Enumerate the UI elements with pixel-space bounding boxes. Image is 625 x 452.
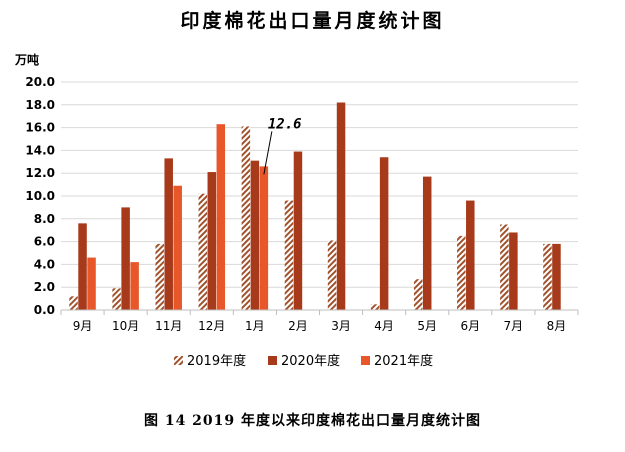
bar-2020年度-7月 xyxy=(509,232,518,310)
y-tick-label: 16.0 xyxy=(25,121,55,135)
x-tick-label: 7月 xyxy=(504,319,524,333)
bar-2021年度-12月 xyxy=(216,124,226,311)
x-tick-label: 12月 xyxy=(198,319,225,333)
bar-2019年度-10月 xyxy=(112,288,121,310)
y-axis-unit-label: 万吨 xyxy=(15,53,40,67)
legend-label: 2020年度 xyxy=(281,353,340,369)
x-tick-label: 5月 xyxy=(417,319,437,333)
legend-swatch-2021年度 xyxy=(361,356,370,365)
bar-2020年度-10月 xyxy=(121,207,130,310)
bar-2019年度-12月 xyxy=(198,193,208,310)
bar-2020年度-9月 xyxy=(78,223,87,310)
bar-2019年度-4月 xyxy=(370,304,380,310)
bar-2020年度-6月 xyxy=(466,200,475,310)
y-axis-ticks: 0.0 2.0 4.0 6.0 8.0 10.0 12.0 14.0 16.0 18.0 20.0 xyxy=(25,75,55,317)
legend-label: 2019年度 xyxy=(187,353,246,369)
y-tick-label: 8.0 xyxy=(34,212,55,226)
bar-2020年度-12月 xyxy=(207,172,217,310)
bar-2020年度-4月 xyxy=(379,157,389,310)
bar-2021年度-11月 xyxy=(173,185,182,310)
x-tick-label: 1月 xyxy=(245,319,265,333)
grid-lines xyxy=(61,81,578,288)
y-tick-label: 0.0 xyxy=(34,303,55,317)
bar-2019年度-5月 xyxy=(413,279,423,310)
bar-2019年度-8月 xyxy=(543,243,552,310)
annotation-label: 12.6 xyxy=(268,116,302,132)
x-tick-label: 10月 xyxy=(112,319,139,333)
bar-2019年度-9月 xyxy=(69,296,78,310)
figure-caption: 图 14 2019 年度以来印度棉花出口量月度统计图 xyxy=(143,413,482,429)
bar-2019年度-1月 xyxy=(241,126,251,311)
bar-2020年度-5月 xyxy=(422,176,432,310)
legend-swatch-2019年度 xyxy=(174,356,183,365)
y-tick-label: 14.0 xyxy=(25,143,55,157)
x-tick-label: 8月 xyxy=(547,319,567,333)
bars xyxy=(69,102,561,311)
x-tick-label: 9月 xyxy=(73,319,93,333)
x-tick-label: 2月 xyxy=(288,319,308,333)
x-axis xyxy=(60,309,579,315)
legend: 2019年度 2020年度 2021年度 xyxy=(174,353,433,369)
annotations: 12.6 xyxy=(263,116,302,175)
chart-title: 印度棉花出口量月度统计图 xyxy=(180,10,445,32)
annotation-leader-line xyxy=(263,131,273,175)
bar-2021年度-9月 xyxy=(87,257,96,310)
x-tick-label: 11月 xyxy=(155,319,182,333)
legend-swatch-2020年度 xyxy=(268,356,277,365)
bar-2019年度-7月 xyxy=(500,224,509,310)
bar-2020年度-3月 xyxy=(336,102,346,311)
x-axis-ticks: 9月 10月 11月 12月 1月 2月 3月 4月 5月 6月 7月 8月 xyxy=(73,319,567,333)
y-tick-label: 10.0 xyxy=(25,189,55,203)
x-tick-label: 3月 xyxy=(331,319,351,333)
bar-chart: 0.02.04.06.08.010.012.014.016.018.020.0 … xyxy=(25,75,579,369)
legend-label: 2021年度 xyxy=(374,353,433,369)
bar-2019年度-11月 xyxy=(155,243,164,310)
bar-2021年度-10月 xyxy=(130,262,139,310)
y-tick-label: 4.0 xyxy=(34,257,55,271)
bar-2020年度-8月 xyxy=(552,243,561,310)
bar-2019年度-2月 xyxy=(284,200,294,310)
y-tick-label: 12.0 xyxy=(25,166,55,180)
x-tick-label: 4月 xyxy=(374,319,394,333)
bar-2020年度-11月 xyxy=(164,158,173,310)
y-tick-label: 18.0 xyxy=(25,98,55,112)
x-tick-label: 6月 xyxy=(460,319,480,333)
y-tick-label: 20.0 xyxy=(25,75,55,89)
bar-2021年度-1月 xyxy=(259,166,269,310)
y-tick-label: 2.0 xyxy=(34,280,55,294)
bar-2020年度-2月 xyxy=(293,151,303,310)
y-tick-label: 6.0 xyxy=(34,235,55,249)
bar-2019年度-3月 xyxy=(327,240,337,310)
bar-2019年度-6月 xyxy=(457,235,466,310)
bar-2020年度-1月 xyxy=(250,160,260,310)
